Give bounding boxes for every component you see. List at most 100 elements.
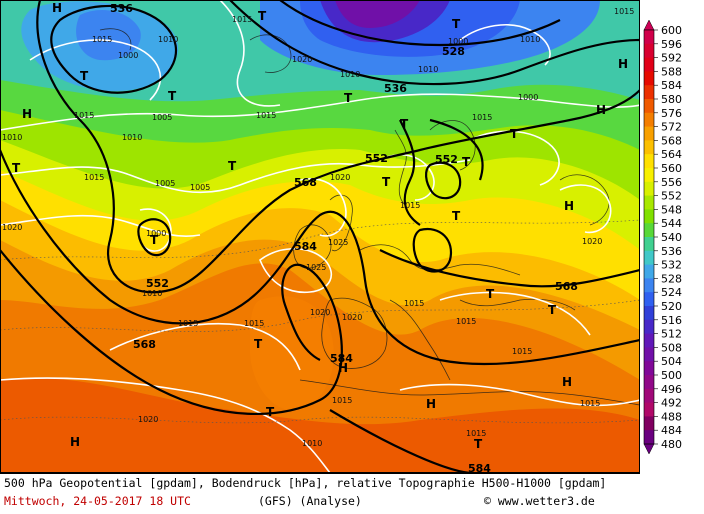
high-marker: H — [564, 199, 574, 213]
low-marker: T — [150, 233, 159, 247]
pressure-label: 1020 — [310, 308, 330, 317]
geopotential-label: 584 — [294, 240, 317, 253]
colorbar-tick-label: 556 — [661, 176, 682, 189]
low-marker: T — [382, 175, 391, 189]
pressure-label: 1010 — [2, 133, 22, 142]
pressure-label: 1020 — [2, 223, 22, 232]
colorbar-tick-label: 492 — [661, 397, 682, 410]
high-marker: H — [618, 57, 628, 71]
colorbar-segment — [644, 361, 654, 376]
geopotential-label: 528 — [442, 45, 465, 58]
colorbar-tick-label: 488 — [661, 410, 682, 423]
colorbar-tick-label: 544 — [661, 217, 682, 230]
pressure-label: 1010 — [302, 439, 322, 448]
colorbar-segment — [644, 43, 654, 59]
pressure-label: 1010 — [142, 289, 162, 298]
colorbar-tick-label: 524 — [661, 286, 682, 299]
high-marker: H — [562, 375, 572, 389]
pressure-label: 1010 — [158, 35, 178, 44]
credit-link[interactable]: © www.wetter3.de — [484, 494, 595, 508]
weather-map: 536 528 536 552 552 568 552 584 568 568 … — [0, 0, 640, 473]
colorbar-tick-label: 484 — [661, 424, 682, 437]
colorbar-segment — [644, 85, 654, 100]
geopotential-label: 568 — [133, 338, 156, 351]
pressure-label: 1015 — [614, 7, 634, 16]
low-marker: T — [228, 159, 237, 173]
colorbar-tick-label: 520 — [661, 300, 682, 313]
pressure-label: 1000 — [118, 51, 138, 60]
pressure-label: 1020 — [330, 173, 350, 182]
pressure-label: 1015 — [512, 347, 532, 356]
pressure-label: 1005 — [190, 183, 210, 192]
colorbar-tick-label: 496 — [661, 383, 682, 396]
colorbar-segment — [644, 306, 654, 321]
low-marker: T — [266, 405, 275, 419]
colorbar-tick-label: 532 — [661, 259, 682, 272]
colorbar-tick-label: 504 — [661, 355, 682, 368]
isobars — [0, 0, 640, 473]
low-marker: T — [486, 287, 495, 301]
colorbar-tick-label: 564 — [661, 148, 682, 161]
color-scale: 600 596 592 588 584 580 576 572 568 564 560 556 552 5… — [640, 0, 704, 473]
colorbar-tick-label: 516 — [661, 314, 682, 327]
colorbar-segment — [644, 154, 654, 169]
low-marker: T — [258, 9, 267, 23]
low-marker: T — [548, 303, 557, 317]
colorbar-segment — [644, 237, 654, 252]
colorbar-segment — [644, 402, 654, 417]
colorbar-tick-label: 572 — [661, 121, 682, 134]
colorbar-segment — [644, 388, 654, 404]
colorbar-tick-label: 580 — [661, 93, 682, 106]
colorbar-tick-label: 584 — [661, 79, 682, 92]
colorbar-segment — [644, 30, 654, 45]
pressure-label: 1015 — [92, 35, 112, 44]
high-marker: H — [338, 361, 348, 375]
colorbar-tick-label: 552 — [661, 190, 682, 203]
high-pressure-markers: H H H H H H H H H — [22, 1, 628, 449]
low-marker: T — [474, 437, 483, 451]
geopotential-label: 536 — [384, 82, 407, 95]
pressure-label: 1025 — [306, 263, 326, 272]
pressure-label: 1005 — [155, 179, 175, 188]
low-marker: T — [452, 209, 461, 223]
high-marker: H — [70, 435, 80, 449]
pressure-label: 1015 — [472, 113, 492, 122]
colorbar-segment — [644, 430, 654, 445]
geopotential-contours — [0, 0, 640, 473]
geopotential-label: 552 — [146, 277, 169, 290]
pressure-labels: 1015 1015 1015 1010 1000 1010 1020 1010 … — [2, 7, 634, 448]
low-marker: T — [12, 161, 21, 175]
pressure-label: 1020 — [138, 415, 158, 424]
colorbar-tick-label: 596 — [661, 38, 682, 51]
colorbar-tick-label: 568 — [661, 134, 682, 147]
map-footer: 500 hPa Geopotential [gpdam], Bodendruck… — [0, 473, 640, 514]
geopotential-label: 584 — [330, 352, 353, 365]
pressure-label: 1015 — [580, 399, 600, 408]
colorbar-segment — [644, 347, 654, 362]
colorbar-segment — [644, 319, 654, 335]
colorbar-tick-label: 588 — [661, 65, 682, 78]
high-marker: H — [596, 103, 606, 117]
high-marker: H — [426, 397, 436, 411]
colorbar-segment — [644, 292, 654, 307]
colorbar-tick-label: 548 — [661, 203, 682, 216]
pressure-label: 1005 — [152, 113, 172, 122]
colorbar-segment — [644, 112, 654, 128]
pressure-label: 1015 — [244, 319, 264, 328]
colorbar-segment — [644, 168, 654, 183]
low-marker: T — [452, 17, 461, 31]
model-info: (GFS) (Analyse) — [258, 494, 362, 508]
high-marker: H — [52, 1, 62, 15]
colorbar-tick-label: 528 — [661, 272, 682, 285]
pressure-label: 1015 — [456, 317, 476, 326]
pressure-label: 1010 — [340, 70, 360, 79]
geopotential-label: 568 — [555, 280, 578, 293]
pressure-label: 1020 — [292, 55, 312, 64]
colorbar-segment — [644, 375, 654, 390]
colorbar-segment — [644, 278, 654, 293]
colorbar-segment — [644, 250, 654, 266]
low-pressure-markers: T T T T T T T T T T T T T T T T T T — [12, 9, 557, 451]
colorbar-segment — [644, 416, 654, 431]
map-description: 500 hPa Geopotential [gpdam], Bodendruck… — [4, 476, 607, 490]
low-marker: T — [168, 89, 177, 103]
